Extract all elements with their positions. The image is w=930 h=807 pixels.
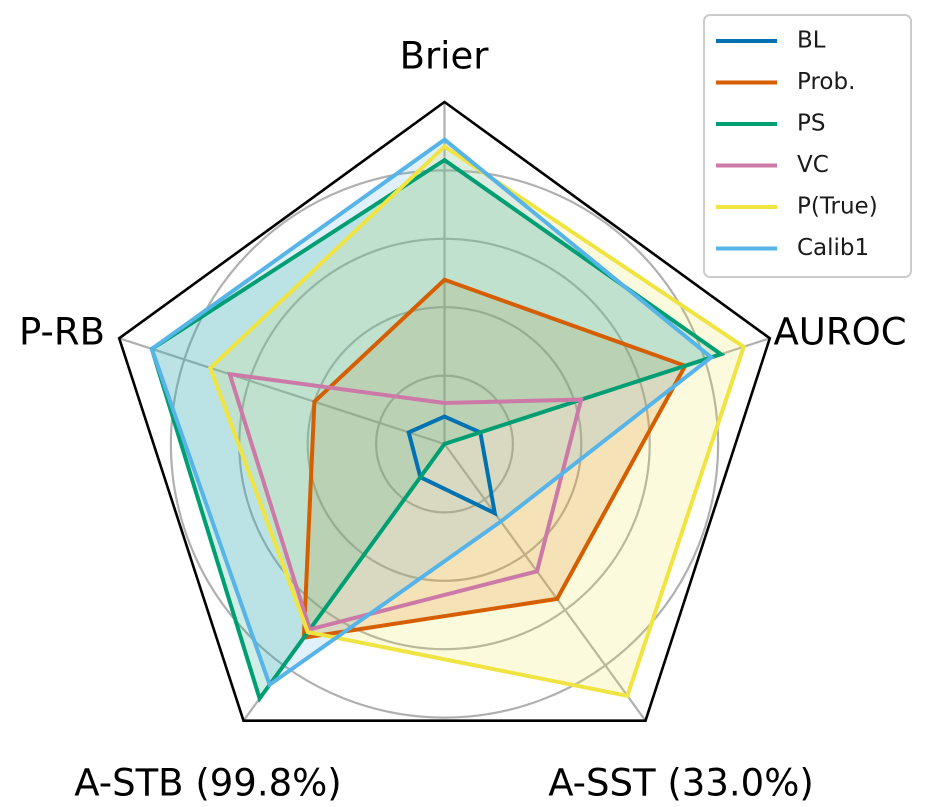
legend-label-2: Prob. (797, 69, 855, 95)
series-lines (149, 137, 747, 703)
series-fills (151, 139, 744, 699)
radar-frame (117, 100, 772, 723)
axis-label-1: Brier (400, 35, 490, 78)
series-line-4 (226, 371, 584, 632)
outer-frame (117, 100, 772, 723)
series-line-2 (301, 277, 689, 641)
series-line-6 (149, 137, 715, 688)
legend-label-4: VC (797, 152, 829, 178)
axis-label-3: A-SST (33.0%) (548, 762, 814, 805)
spoke-3 (443, 443, 647, 722)
spoke-5 (118, 337, 445, 446)
series-line-5 (207, 143, 747, 699)
axis-label-5: P-RB (19, 311, 105, 354)
series-line-1 (406, 414, 498, 517)
legend-label-3: PS (797, 111, 825, 137)
series-line-3 (149, 157, 726, 703)
axis-label-2: AUROC (773, 311, 906, 354)
series-fill-3 (151, 160, 722, 699)
series-fill-6 (151, 139, 712, 685)
axis-labels: Brier AUROC A-SST (33.0%) A-STB (99.8%) P-RB (19, 35, 907, 805)
legend-label-5: P(True) (797, 194, 878, 220)
legend-label-1: BL (797, 28, 826, 54)
axis-label-4: A-STB (99.8%) (74, 762, 342, 805)
legend-label-6: Calib1 (797, 235, 869, 261)
series-fill-5 (210, 146, 744, 696)
legend: BL Prob. PS VC P(True) Calib1 (703, 14, 912, 278)
series-fill-2 (303, 279, 686, 638)
